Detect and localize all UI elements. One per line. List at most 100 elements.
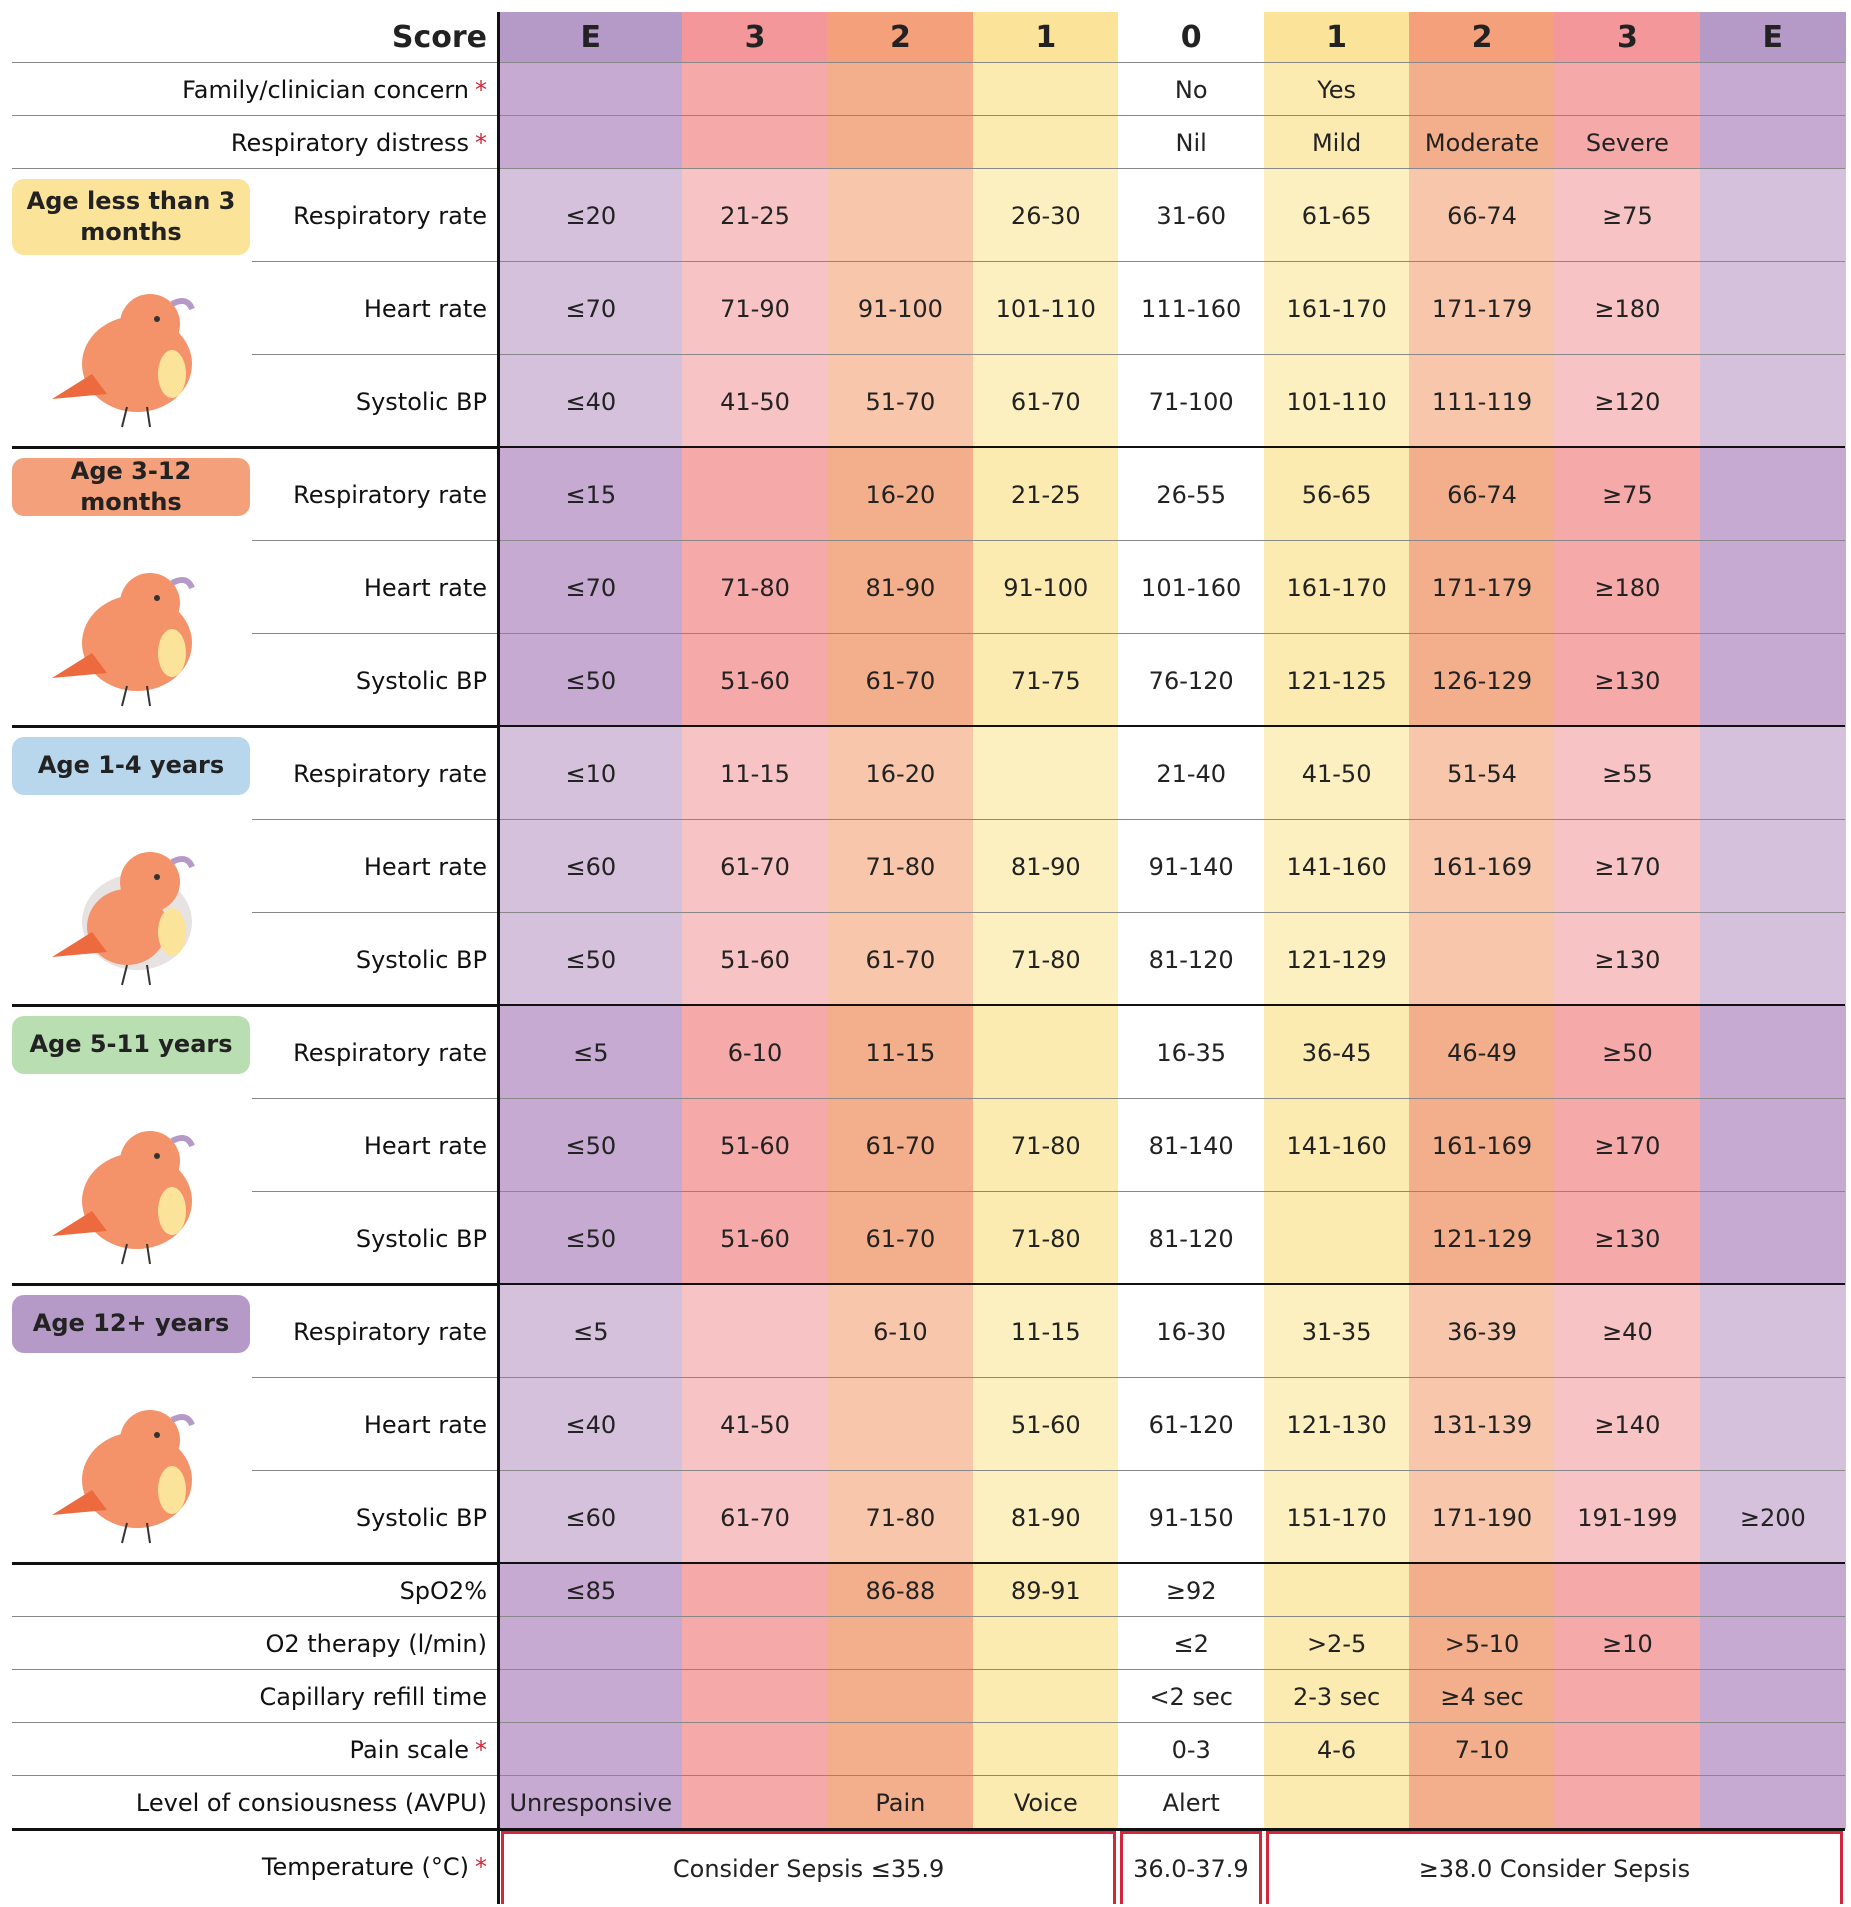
age-badge: Age less than 3 months	[12, 179, 250, 255]
score-cell	[973, 63, 1119, 116]
score-cell: 0-3	[1118, 1723, 1264, 1776]
score-cell: 51-60	[682, 634, 828, 727]
score-cell: 101-160	[1118, 541, 1264, 634]
score-cell	[973, 1723, 1119, 1776]
score-cell: Severe	[1554, 116, 1700, 169]
score-cell: 4-6	[1264, 1723, 1410, 1776]
header-label: Score	[12, 12, 499, 63]
score-cell: 91-140	[1118, 820, 1264, 913]
bird-illustration	[32, 558, 242, 708]
row-label: Respiratory distress*	[12, 116, 499, 169]
row-label: O2 therapy (l/min)	[12, 1617, 499, 1670]
label-text: Heart rate	[364, 1132, 487, 1160]
score-cell	[1554, 1670, 1700, 1723]
score-cell: 2-3 sec	[1264, 1670, 1410, 1723]
score-cell	[1700, 1285, 1846, 1378]
row-label: SpO2%	[12, 1564, 499, 1617]
required-marker: *	[475, 1736, 487, 1764]
score-cell: 11-15	[827, 1006, 973, 1099]
score-cell: 16-20	[827, 727, 973, 820]
score-cell	[1700, 913, 1846, 1006]
score-header: 2	[1409, 12, 1555, 63]
row-label: Systolic BP	[252, 634, 499, 727]
age-badge: Age 12+ years	[12, 1295, 250, 1353]
label-text: SpO2%	[400, 1577, 487, 1605]
score-cell: 161-170	[1264, 541, 1410, 634]
score-cell: ≥92	[1118, 1564, 1264, 1617]
score-cell: 151-170	[1264, 1471, 1410, 1564]
score-cell: 41-50	[1264, 727, 1410, 820]
score-cell: 51-60	[682, 913, 828, 1006]
score-cell: 121-130	[1264, 1378, 1410, 1471]
score-cell: 21-40	[1118, 727, 1264, 820]
score-cell	[682, 1617, 828, 1670]
row-label: Respiratory rate	[252, 448, 499, 541]
score-cell: ≥180	[1554, 541, 1700, 634]
score-cell	[973, 116, 1119, 169]
score-cell: 31-60	[1118, 169, 1264, 262]
score-cell	[973, 1617, 1119, 1670]
score-cell: 61-70	[827, 913, 973, 1006]
score-cell: ≤50	[499, 634, 683, 727]
row-label: Capillary refill time	[12, 1670, 499, 1723]
score-cell: 16-20	[827, 448, 973, 541]
score-cell	[1700, 634, 1846, 727]
score-cell: 91-150	[1118, 1471, 1264, 1564]
score-cell: ≥120	[1554, 355, 1700, 448]
score-cell	[682, 1670, 828, 1723]
score-cell: 141-160	[1264, 1099, 1410, 1192]
score-cell: ≤5	[499, 1285, 683, 1378]
score-cell	[1700, 1006, 1846, 1099]
row-label: Systolic BP	[252, 355, 499, 448]
row-label: Respiratory rate	[252, 169, 499, 262]
row-label: Temperature (°C)*	[12, 1829, 499, 1904]
score-cell	[499, 116, 683, 169]
score-cell: 41-50	[682, 355, 828, 448]
score-cell: ≤10	[499, 727, 683, 820]
label-text: Heart rate	[364, 295, 487, 323]
score-cell: Unresponsive	[499, 1776, 683, 1829]
score-cell: ≤20	[499, 169, 683, 262]
bird-art	[32, 1116, 242, 1266]
score-cell	[1700, 1378, 1846, 1471]
score-header: 3	[682, 12, 828, 63]
score-cell: ≤40	[499, 1378, 683, 1471]
row-label: Systolic BP	[252, 1192, 499, 1285]
score-cell: 61-70	[973, 355, 1119, 448]
age-badge: Age 1-4 years	[12, 737, 250, 795]
score-cell: 161-169	[1409, 820, 1555, 913]
score-cell: 71-100	[1118, 355, 1264, 448]
score-cell	[1700, 1617, 1846, 1670]
bird-illustration	[32, 837, 242, 987]
score-cell	[1700, 727, 1846, 820]
score-cell: ≤40	[499, 355, 683, 448]
score-cell	[1700, 1776, 1846, 1829]
row-label: Respiratory rate	[252, 727, 499, 820]
row-label: Heart rate	[252, 1099, 499, 1192]
score-cell	[1409, 1776, 1555, 1829]
score-cell: 191-199	[1554, 1471, 1700, 1564]
score-cell	[1264, 1564, 1410, 1617]
score-cell: ≥170	[1554, 820, 1700, 913]
score-cell: ≥75	[1554, 169, 1700, 262]
temperature-segment: 36.0-37.9	[1120, 1831, 1261, 1904]
score-cell	[682, 63, 828, 116]
score-header: 1	[1264, 12, 1410, 63]
row-label: Heart rate	[252, 262, 499, 355]
label-text: Systolic BP	[356, 388, 487, 416]
score-cell: 71-80	[973, 913, 1119, 1006]
score-cell	[499, 1617, 683, 1670]
score-cell	[682, 116, 828, 169]
score-cell: 51-54	[1409, 727, 1555, 820]
score-cell: 76-120	[1118, 634, 1264, 727]
label-text: Respiratory distress	[231, 129, 469, 157]
age-badge: Age 3-12 months	[12, 458, 250, 516]
score-header: 1	[973, 12, 1119, 63]
row-label: Respiratory rate	[252, 1285, 499, 1378]
score-cell: 6-10	[682, 1006, 828, 1099]
score-cell	[1554, 1776, 1700, 1829]
score-cell: 66-74	[1409, 448, 1555, 541]
score-cell: 6-10	[827, 1285, 973, 1378]
score-cell	[827, 1378, 973, 1471]
row-label: Heart rate	[252, 820, 499, 913]
